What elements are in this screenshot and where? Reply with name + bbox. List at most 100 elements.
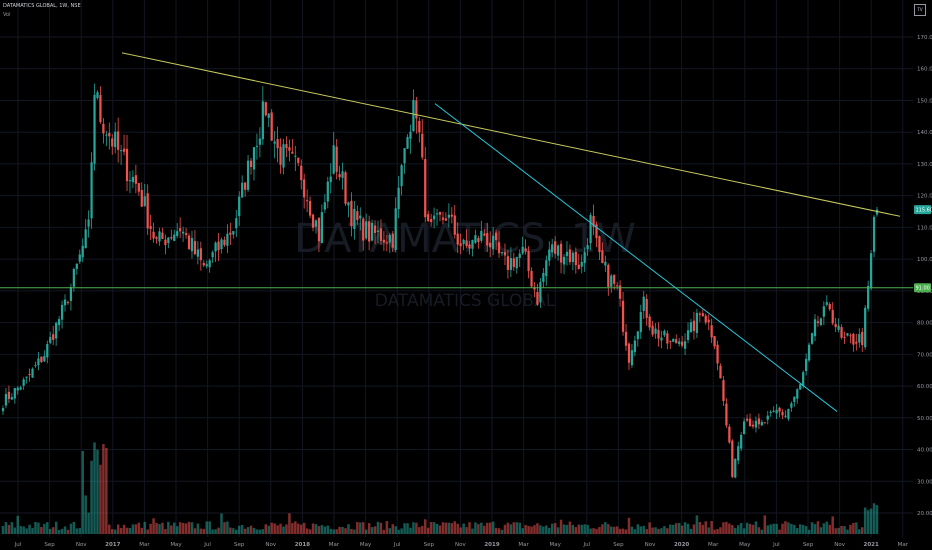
volume-bar — [128, 527, 132, 534]
volume-bar — [545, 525, 548, 534]
candle-body — [403, 148, 406, 164]
candle-body — [846, 333, 849, 336]
volume-bar — [722, 522, 725, 534]
candle-body — [772, 410, 775, 412]
volume-bar — [550, 523, 554, 534]
time-tick-label: Jul — [14, 542, 22, 548]
candle-body — [332, 145, 335, 174]
volume-bar — [710, 521, 713, 534]
volume-bar — [246, 527, 250, 534]
candle-body — [577, 264, 580, 269]
candle-body — [743, 421, 746, 435]
level-price-tag: 91.00 — [916, 285, 930, 291]
volume-bar — [302, 522, 306, 534]
time-axis[interactable]: Jul Sep Nov 2017 Mar May Jul Sep Nov 2018 Mar May Ju… — [0, 537, 932, 550]
candle-body — [867, 285, 870, 309]
candle-body — [849, 335, 852, 337]
candle-body — [96, 92, 99, 99]
candle-body — [568, 249, 572, 263]
candle-body — [75, 263, 78, 269]
volume-bar — [1, 526, 5, 534]
time-tick-label: 2019 — [484, 542, 499, 548]
candle-body — [527, 251, 530, 271]
volume-bar — [456, 523, 459, 534]
candle-body — [864, 307, 867, 348]
volume-indicator-label[interactable]: Vol — [3, 12, 11, 18]
candle-body — [698, 313, 701, 315]
candle-body — [710, 325, 713, 338]
candle-body — [187, 235, 191, 250]
candle-body — [784, 415, 787, 417]
volume-bar — [601, 524, 604, 534]
candle-body — [111, 138, 114, 147]
candle-body — [13, 388, 16, 399]
volume-bar — [807, 529, 811, 534]
candle-body — [63, 299, 67, 306]
candle-body — [193, 241, 197, 255]
volume-bar — [556, 527, 560, 534]
volume-bar — [568, 521, 572, 534]
volume-bar — [202, 528, 206, 534]
symbol-title[interactable]: DATAMATICS GLOBAL, 1W, NSE — [3, 3, 81, 9]
candle-body — [202, 262, 205, 266]
candle-body — [314, 220, 318, 227]
candle-body — [90, 162, 93, 219]
time-tick-label: Jul — [393, 542, 401, 548]
volume-bar — [152, 518, 155, 534]
volume-bar — [105, 447, 108, 534]
volume-bar — [719, 527, 722, 534]
candle-body — [669, 340, 672, 342]
candle-body — [598, 236, 601, 253]
candle-body — [72, 268, 75, 287]
price-tick-label: 150.00 — [917, 98, 932, 104]
candle-body — [421, 133, 424, 158]
candle-body — [329, 176, 332, 183]
volume-bar — [329, 528, 332, 534]
candle-body — [689, 322, 693, 333]
candle-body — [220, 239, 223, 250]
volume-bar — [267, 525, 270, 534]
volume-bar — [25, 528, 28, 534]
chart-logo-icon[interactable]: TV — [914, 4, 926, 16]
candle-body — [438, 211, 442, 215]
volume-bar — [46, 522, 49, 534]
candle-body — [580, 261, 583, 267]
volume-bar — [75, 528, 79, 534]
candle-body — [137, 183, 140, 192]
volume-bar — [801, 524, 805, 534]
volume-bar — [338, 526, 341, 534]
volume-bar — [54, 521, 58, 534]
volume-bar — [863, 507, 867, 534]
volume-bar — [728, 523, 731, 534]
candle-body — [176, 231, 179, 236]
last-price-tag-bg — [914, 205, 931, 215]
time-tick-label: Mar — [139, 542, 150, 548]
candle-body — [16, 387, 19, 391]
volume-bar — [435, 523, 439, 534]
candle-body — [533, 287, 536, 290]
volume-bar — [875, 505, 879, 534]
price-tick-label: 40.00 — [917, 448, 932, 454]
candle-body — [748, 418, 752, 427]
volume-bar — [423, 519, 427, 534]
candle-body — [25, 376, 28, 378]
volume-bar — [149, 523, 152, 534]
volume-bar — [618, 528, 622, 534]
candle-body — [775, 409, 778, 414]
candle-body — [1, 408, 5, 412]
volume-bar — [731, 525, 734, 534]
candle-body — [565, 251, 569, 257]
price-axis[interactable]: 170.00 160.00 150.00 140.00 130.00 120.00 110.… — [913, 0, 932, 550]
candle-body — [474, 235, 477, 243]
candle-body — [161, 232, 164, 239]
candle-body — [84, 229, 87, 249]
candle-body — [397, 187, 400, 210]
volume-bar — [574, 527, 578, 534]
volume-bar — [264, 524, 268, 534]
volume-bar — [34, 521, 37, 534]
candle-body — [740, 434, 743, 449]
watermark-name: DATAMATICS GLOBAL — [375, 291, 556, 311]
price-tick-label: 60.00 — [917, 384, 932, 390]
candle-body — [303, 179, 306, 198]
